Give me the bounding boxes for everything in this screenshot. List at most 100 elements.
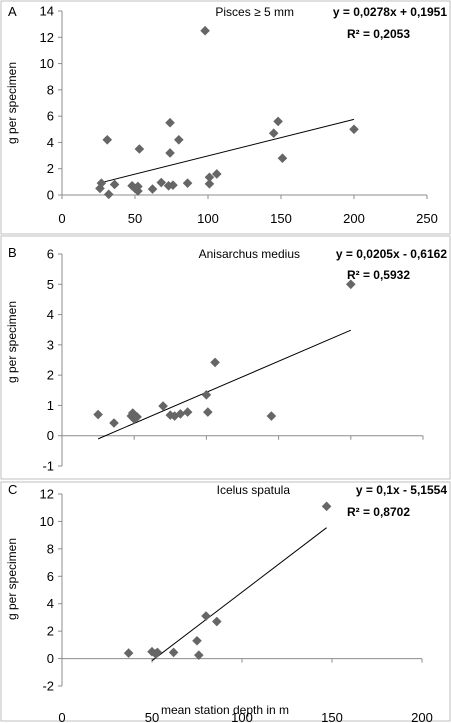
data-point [127, 181, 137, 191]
data-point [127, 408, 138, 418]
panel-letter: A [8, 4, 17, 19]
y-tick-label: 12 [40, 30, 54, 45]
y-tick-label: 0 [47, 188, 54, 203]
data-point [174, 135, 184, 145]
y-tick-label: 3 [47, 337, 54, 352]
y-tick-label: 6 [47, 247, 54, 262]
regression-equation: y = 0,0278x + 0,1951 [333, 5, 447, 19]
data-point [349, 124, 359, 135]
y-tick-label: 1 [47, 398, 54, 413]
species-label: Pisces ≥ 5 mm [215, 5, 294, 19]
y-tick-label: 2 [47, 624, 54, 639]
y-tick-label: 0 [47, 428, 54, 443]
data-point [182, 178, 193, 188]
x-tick-label: 100 [197, 211, 219, 226]
panel-letter: C [8, 482, 17, 497]
data-point [102, 135, 113, 145]
data-point [168, 180, 178, 190]
data-point [103, 189, 114, 200]
data-point [165, 117, 175, 128]
data-point [165, 410, 176, 420]
x-tick-label: 150 [270, 211, 292, 226]
x-tick-label: 50 [128, 211, 142, 226]
trendline [97, 329, 351, 440]
panel-A: 0 2 4 6 8 10 12 14 0 50 100 150 200 250 g per specimen… [0, 0, 451, 235]
data-point [147, 184, 158, 194]
x-tick-label: 200 [343, 211, 365, 226]
y-axis-label: g per specimen [5, 301, 19, 383]
y-tick-label: 6 [47, 569, 54, 584]
y-axis-label: g per specimen [5, 62, 19, 144]
data-point [133, 181, 143, 192]
y-tick-label: 2 [47, 368, 54, 383]
x-tick-label: 250 [416, 211, 438, 226]
y-tick-label: -2 [42, 679, 54, 694]
panel-frame [0, 235, 451, 480]
data-point [268, 128, 279, 139]
data-point [201, 611, 211, 621]
data-point [211, 169, 222, 179]
panel-B: -10123456050100150200250g per specimenBA… [0, 235, 451, 505]
data-point [96, 178, 107, 188]
r-squared-label: R² = 0,2053 [347, 27, 410, 41]
y-tick-label: 5 [47, 277, 54, 292]
data-point [109, 179, 120, 190]
data-point [321, 501, 332, 512]
data-point [156, 177, 167, 188]
data-point [203, 407, 213, 417]
y-tick-label: 10 [40, 514, 54, 529]
data-point [192, 635, 202, 646]
trendline [151, 527, 327, 662]
panel-C: -2 0 2 4 6 8 10 12 0 50 100 150 200 g per specimen C Ic… [0, 481, 451, 723]
data-point [201, 390, 212, 400]
x-tick-label: 150 [321, 710, 343, 723]
data-point [163, 181, 174, 191]
x-tick-label: 50 [145, 710, 159, 723]
data-point [266, 411, 277, 421]
data-point [273, 116, 283, 127]
species-label: Anisarchus medius [199, 247, 300, 261]
r-squared-label: R² = 0,8702 [347, 505, 410, 519]
x-tick-label: 0 [58, 211, 65, 226]
y-tick-label: 4 [47, 135, 54, 150]
data-point [204, 179, 215, 189]
y-tick-label: 0 [47, 651, 54, 666]
r-squared-label: R² = 0,5932 [347, 268, 410, 282]
x-axis-label: mean station depth in m [161, 703, 289, 717]
y-tick-label: 12 [40, 487, 54, 502]
y-tick-label: 8 [47, 82, 54, 97]
y-tick-label: 8 [47, 541, 54, 556]
y-tick-label: 2 [47, 161, 54, 176]
data-point [134, 144, 145, 154]
data-point [194, 650, 204, 660]
data-point [175, 409, 186, 419]
y-axis-label: g per specimen [5, 538, 19, 620]
panel-frame [0, 481, 451, 722]
data-point [123, 648, 134, 658]
y-tick-label: 4 [47, 307, 54, 322]
data-point [129, 414, 139, 424]
y-tick-label: -1 [42, 459, 54, 474]
data-point [158, 401, 168, 411]
x-tick-label: 200 [411, 710, 433, 723]
data-point [165, 148, 175, 158]
data-point [277, 153, 288, 163]
y-tick-label: 6 [47, 109, 54, 124]
y-tick-label: 4 [47, 596, 54, 611]
data-point [210, 357, 220, 368]
trendline [98, 118, 355, 184]
data-point [152, 647, 163, 658]
data-point [212, 616, 222, 627]
regression-equation: y = 0,1x - 5,1554 [356, 483, 447, 497]
y-tick-label: 10 [40, 56, 54, 71]
data-point [168, 647, 179, 658]
data-point [95, 183, 105, 194]
x-tick-label: 0 [58, 710, 65, 723]
data-point [346, 279, 356, 290]
data-point [200, 25, 210, 36]
data-point [169, 411, 180, 421]
y-tick-label: 14 [40, 4, 54, 19]
data-point [109, 418, 119, 428]
data-point [93, 409, 103, 420]
